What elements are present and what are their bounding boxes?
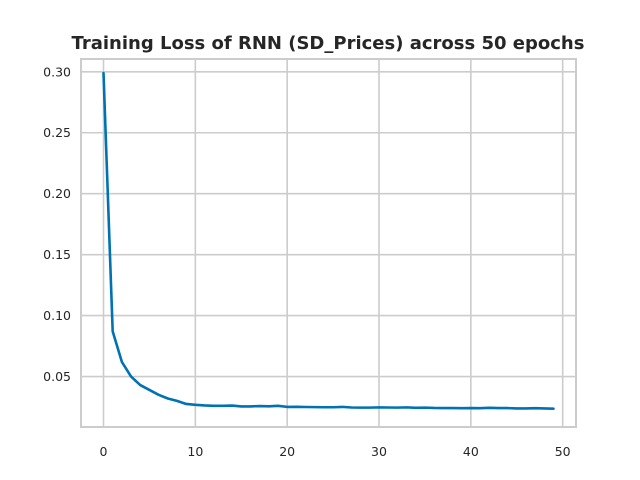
loss-series-line bbox=[102, 71, 555, 411]
y-tick-label: 0.30 bbox=[43, 64, 71, 79]
x-tick-label: 30 bbox=[371, 444, 387, 459]
x-tick-label: 20 bbox=[279, 444, 295, 459]
y-tick-label: 0.15 bbox=[43, 247, 71, 262]
x-tick-label: 50 bbox=[555, 444, 571, 459]
y-tick-label: 0.25 bbox=[43, 125, 71, 140]
plot-frame bbox=[80, 58, 577, 428]
x-tick-label: 10 bbox=[187, 444, 203, 459]
series-layer bbox=[102, 71, 555, 411]
y-tick-label: 0.20 bbox=[43, 186, 71, 201]
tick-labels: 0 10 20 30 40 50 0.05 0.10 0.15 0.20 0.25 0.30 bbox=[43, 64, 571, 459]
y-tick-label: 0.05 bbox=[43, 369, 71, 384]
x-tick-label: 0 bbox=[100, 444, 108, 459]
y-tick-label: 0.10 bbox=[43, 308, 71, 323]
grid-lines bbox=[81, 59, 576, 427]
x-tick-label: 40 bbox=[463, 444, 479, 459]
chart-title: Training Loss of RNN (SD_Prices) across … bbox=[72, 33, 585, 54]
